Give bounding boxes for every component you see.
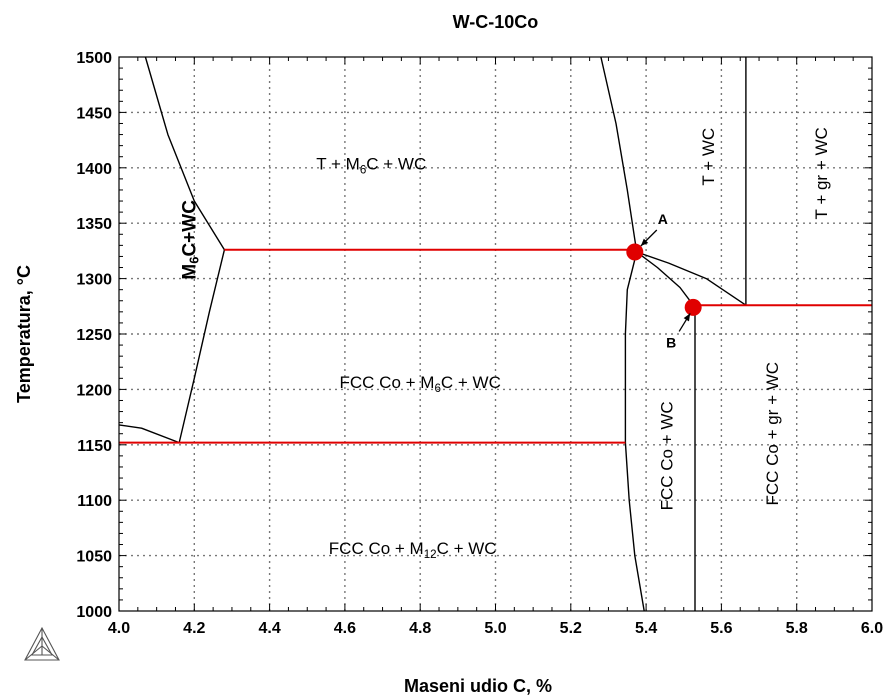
grid-lines [119,57,872,611]
region-label: T + WC [700,128,719,186]
y-tick-label: 1000 [76,604,112,621]
y-tick-label: 1100 [77,493,112,510]
region-label: FCC Co + M12C + WC [329,540,497,562]
x-tick-label: 4.6 [334,620,356,637]
x-tick-label: 4.2 [183,620,205,637]
x-tick-label: 5.2 [560,620,582,637]
region-label: FCC Co + M6C + WC [340,373,501,395]
arrow-head-icon [683,313,691,322]
x-tick-label: 5.4 [635,620,657,637]
region-label: M6C+WC [180,200,202,280]
x-tick-label: 4.0 [108,620,130,637]
y-tick-label: 1350 [76,216,112,233]
invariant-point-marker [626,243,644,261]
point-label: B [666,334,676,350]
phase-boundary-line [636,251,747,306]
phase-boundary-line [118,424,180,444]
y-tick-label: 1300 [76,272,112,289]
arrow-head-icon [640,238,649,247]
x-tick-label: 5.0 [484,620,506,637]
y-tick-label: 1500 [76,50,112,67]
phase-boundary-line [144,56,225,251]
x-tick-label: 5.8 [786,620,808,637]
y-tick-label: 1200 [76,382,112,399]
phase-boundary-line [636,251,696,308]
phase-boundary-line [624,251,638,443]
phase-boundary-line [178,249,226,443]
x-tick-label: 4.8 [409,620,431,637]
phase-boundary-line [600,56,638,253]
chart-title: W-C-10Co [453,12,539,32]
x-tick-label: 6.0 [861,620,883,637]
y-tick-label: 1450 [76,105,112,122]
y-tick-label: 1250 [76,327,112,344]
x-tick-label: 4.4 [258,620,280,637]
region-label: T + M6C + WC [316,155,426,177]
point-label: A [658,211,668,227]
x-axis-label: Maseni udio C, % [404,676,552,696]
region-label: FCC Co + WC [658,401,677,510]
axis-ticks: 4.0 4.2 4.4 4.6 4.8 5.0 5.2 5.4 5.6 5.8 6.0 1000 105… [76,50,883,637]
region-label: FCC Co + gr + WC [764,362,783,506]
region-label: T + gr + WC [813,127,832,219]
phase-boundary-line [624,442,645,612]
invariant-point-marker [684,298,702,316]
y-axis-label: Temperatura, °C [14,265,34,403]
x-tick-label: 5.6 [710,620,732,637]
software-logo-icon [24,626,60,661]
y-tick-label: 1400 [76,161,112,178]
y-tick-label: 1150 [77,438,112,455]
y-tick-label: 1050 [76,549,112,566]
region-labels: T + M6C + WC FCC Co + M6C + WC FCC Co + M1… [180,127,832,561]
phase-boundaries [118,56,872,612]
invariant-points: AB [626,211,702,350]
